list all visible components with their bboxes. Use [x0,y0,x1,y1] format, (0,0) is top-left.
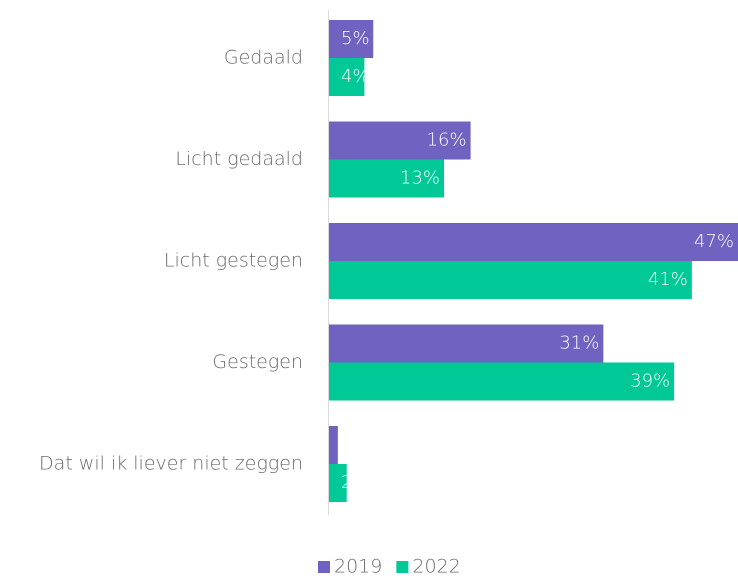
value-label: 1% [341,434,370,455]
bar [329,121,471,160]
bar [329,223,738,261]
category-label: Dat wil ik liever niet zeggen [39,453,303,475]
bar [329,159,445,198]
category-label: Gestegen [212,351,303,373]
bar [329,261,692,299]
value-label: 13% [400,168,440,189]
legend-swatch [396,561,409,573]
legend-label: 2022 [412,556,460,578]
value-label: 31% [559,333,599,354]
value-label: 2% [341,472,370,493]
value-label: 47% [694,231,734,252]
value-label: 41% [648,269,688,290]
bar [329,58,365,96]
value-label: 16% [427,130,467,151]
legend-label: 2019 [334,556,382,578]
category-label: Gedaald [224,47,303,69]
value-label: 39% [630,371,670,392]
bar [329,20,374,58]
bar [329,464,347,502]
bar [329,324,604,363]
bar [329,362,675,401]
category-label: Licht gedaald [175,148,303,170]
category-label: Licht gestegen [164,250,303,272]
bar [329,426,338,464]
value-label: 5% [341,28,370,49]
value-label: 4% [341,66,370,87]
legend-swatch [318,561,330,573]
